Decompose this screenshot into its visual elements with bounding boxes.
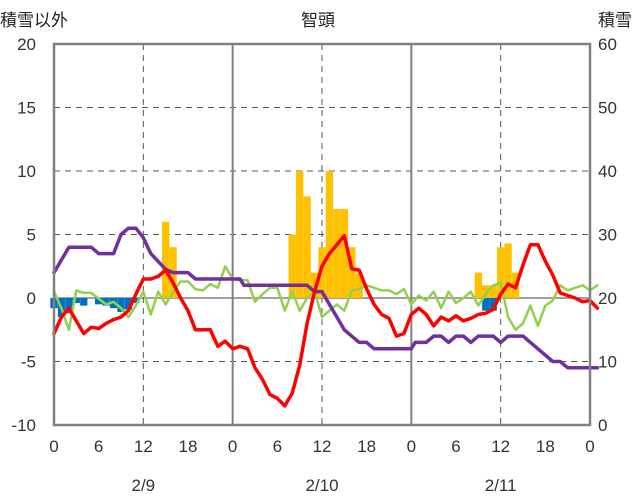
snow_change-bar [117,298,125,312]
x-tick-label: 6 [273,437,282,456]
x-tick-label: 18 [357,437,376,456]
snow_change-bar [482,298,490,311]
left-tick-label: -5 [21,353,36,372]
line-series [52,226,600,408]
snow_change-bar [489,298,497,311]
snow_change-bar [80,298,88,306]
snow_change-bar [95,298,103,305]
x-tick-label: 12 [491,437,510,456]
wind-line [52,265,599,332]
x-tick-label: 0 [585,437,594,456]
right-tick-label: 20 [598,289,617,308]
left-tick-label: -10 [11,416,36,435]
gridlines [54,44,590,425]
left-tick-label: 10 [17,162,36,181]
right-tick-label: 60 [598,35,617,54]
precipitation-bar [310,272,319,298]
precipitation-bar [162,221,170,298]
precipitation-bar [318,247,326,298]
right-axis-label: 積雪 [598,11,632,31]
x-tick-label: 0 [228,437,237,456]
x-tick-label: 18 [536,437,555,456]
date-label: 2/10 [305,476,338,495]
precipitation-bar [489,285,497,298]
precipitation-bar [333,209,341,298]
left-tick-label: 0 [27,289,36,308]
precipitation-bar [303,196,311,298]
chart-title: 智頭 [301,11,335,31]
precipitation-bar [296,171,304,298]
precipitation-bar [355,272,363,298]
temperature-line [52,234,600,408]
date-label: 2/9 [132,476,156,495]
left-tick-label: 20 [17,35,36,54]
x-tick-label: 12 [134,437,153,456]
precipitation-bar [325,171,334,298]
precipitation-bar [482,285,490,298]
plot-frame [52,42,592,427]
snow_change-bar [72,298,80,304]
right-tick-label: 0 [598,416,607,435]
bar-series [50,171,520,318]
left-tick-label: 5 [27,226,36,245]
snow_change-bar [65,298,73,314]
precipitation-bar [348,247,356,298]
x-tick-label: 12 [313,437,332,456]
x-tick-label: 18 [179,437,198,456]
axes [52,42,592,427]
precipitation-bar [474,272,482,298]
snow_change-bar [102,298,110,306]
precipitation-bar [340,209,348,298]
precipitation-bar [288,234,296,298]
x-tick-label: 0 [407,437,416,456]
precipitation-bar [497,247,505,298]
left-axis-label: 積雪以外 [0,11,68,31]
right-tick-label: 40 [598,162,617,181]
date-label: 2/11 [485,476,517,495]
snow_change-bar [132,298,140,304]
x-tick-label: 6 [94,437,103,456]
x-tick-label: 6 [451,437,460,456]
x-tick-label: 0 [49,437,58,456]
precipitation-bar [504,243,512,298]
right-tick-label: 30 [598,226,617,245]
left-tick-label: 15 [17,99,36,118]
snow_depth-line [52,226,600,370]
snow_change-bar [124,298,133,310]
right-tick-label: 10 [598,353,617,372]
right-tick-label: 50 [598,99,617,118]
